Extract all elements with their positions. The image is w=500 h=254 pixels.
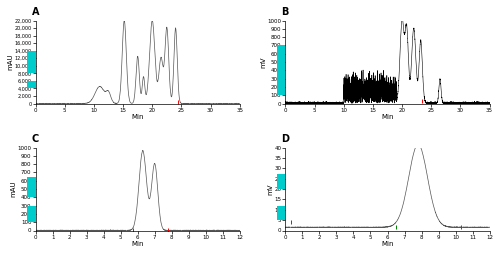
X-axis label: Min: Min: [382, 241, 394, 247]
Text: B: B: [282, 7, 288, 17]
Text: C: C: [32, 134, 39, 144]
Bar: [27, 205, 36, 222]
Text: A: A: [32, 7, 39, 17]
Bar: [277, 174, 285, 189]
X-axis label: Min: Min: [132, 241, 144, 247]
Y-axis label: mAU: mAU: [7, 54, 13, 70]
X-axis label: Min: Min: [382, 114, 394, 120]
Bar: [277, 45, 285, 95]
Y-axis label: mV: mV: [267, 183, 273, 195]
Bar: [27, 81, 36, 88]
Y-axis label: mV: mV: [260, 56, 266, 68]
Bar: [277, 74, 285, 87]
Bar: [27, 51, 36, 73]
Bar: [277, 205, 285, 220]
X-axis label: Min: Min: [132, 114, 144, 120]
Bar: [27, 177, 36, 197]
Y-axis label: mAU: mAU: [10, 181, 16, 197]
Text: D: D: [282, 134, 290, 144]
